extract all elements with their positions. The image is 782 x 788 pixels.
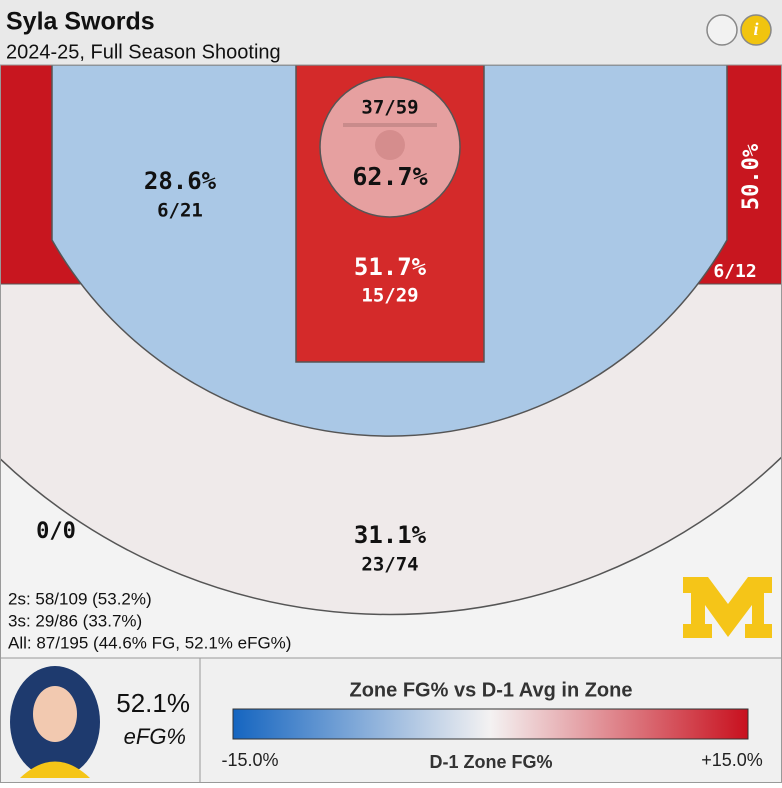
- subtitle: 2024-25, Full Season Shooting: [6, 41, 281, 63]
- zone-fraction: 37/59: [361, 97, 418, 119]
- zone-pct: 50.0%: [739, 143, 764, 210]
- summary-line: All: 87/195 (44.6% FG, 52.1% eFG%): [8, 633, 291, 652]
- header-bg: [0, 0, 782, 65]
- headshot-face: [33, 686, 77, 742]
- scale-axis-label: D-1 Zone FG%: [429, 752, 552, 772]
- court: [0, 65, 782, 658]
- zone-fraction: 6/21: [157, 200, 203, 222]
- zone-pct: 31.1%: [354, 521, 427, 549]
- legend-title: Zone FG% vs D-1 Avg in Zone: [350, 679, 633, 701]
- toggle-icon[interactable]: [706, 14, 738, 46]
- zone-fraction: 15/29: [361, 285, 418, 307]
- zone-fraction: 0/0: [36, 519, 76, 544]
- summary-line: 3s: 29/86 (33.7%): [8, 611, 142, 630]
- efg-label: eFG%: [124, 724, 186, 749]
- zone-pct: 62.7%: [352, 162, 427, 191]
- color-scale: [232, 708, 749, 740]
- zone-fraction: 6/12: [713, 261, 756, 282]
- info-glyph: i: [753, 19, 758, 39]
- zone-pct: 51.7%: [354, 253, 427, 281]
- backboard: [343, 123, 437, 127]
- scale-max: +15.0%: [701, 750, 763, 770]
- scale-min: -15.0%: [221, 750, 278, 770]
- summary-line: 2s: 58/109 (53.2%): [8, 589, 152, 608]
- zone-pct: 28.6%: [144, 167, 217, 195]
- player-name: Syla Swords: [6, 8, 155, 36]
- info-icon[interactable]: [740, 14, 772, 46]
- zone-fraction: 23/74: [361, 554, 418, 576]
- efg-value: 52.1%: [116, 688, 190, 718]
- hoop: [375, 130, 405, 160]
- headshot-shirt: [20, 761, 90, 778]
- team-logo: [683, 577, 772, 638]
